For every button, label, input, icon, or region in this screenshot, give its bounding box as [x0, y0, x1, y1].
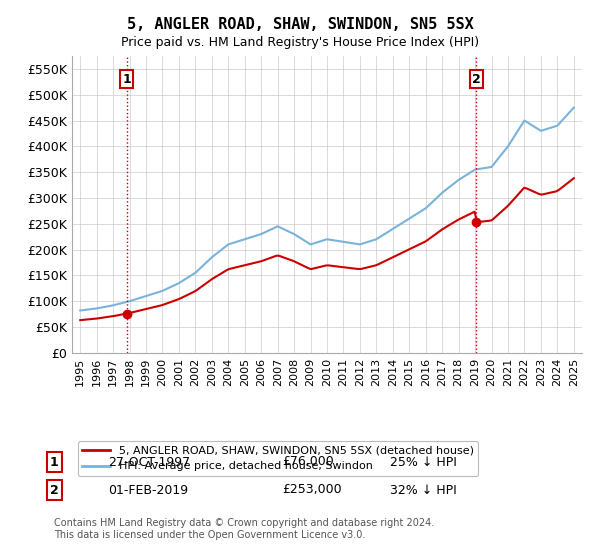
Text: 01-FEB-2019: 01-FEB-2019: [108, 483, 188, 497]
Text: Contains HM Land Registry data © Crown copyright and database right 2024.
This d: Contains HM Land Registry data © Crown c…: [54, 519, 434, 540]
Text: 1: 1: [50, 455, 58, 469]
Legend: 5, ANGLER ROAD, SHAW, SWINDON, SN5 5SX (detached house), HPI: Average price, det: 5, ANGLER ROAD, SHAW, SWINDON, SN5 5SX (…: [77, 441, 478, 476]
Text: 2: 2: [472, 73, 481, 86]
Text: 32% ↓ HPI: 32% ↓ HPI: [390, 483, 457, 497]
Text: £76,000: £76,000: [282, 455, 334, 469]
Text: 1: 1: [122, 73, 131, 86]
Text: 25% ↓ HPI: 25% ↓ HPI: [390, 455, 457, 469]
Text: 2: 2: [50, 483, 58, 497]
Text: £253,000: £253,000: [282, 483, 341, 497]
Text: 27-OCT-1997: 27-OCT-1997: [108, 455, 190, 469]
Text: 5, ANGLER ROAD, SHAW, SWINDON, SN5 5SX: 5, ANGLER ROAD, SHAW, SWINDON, SN5 5SX: [127, 17, 473, 32]
Text: Price paid vs. HM Land Registry's House Price Index (HPI): Price paid vs. HM Land Registry's House …: [121, 36, 479, 49]
